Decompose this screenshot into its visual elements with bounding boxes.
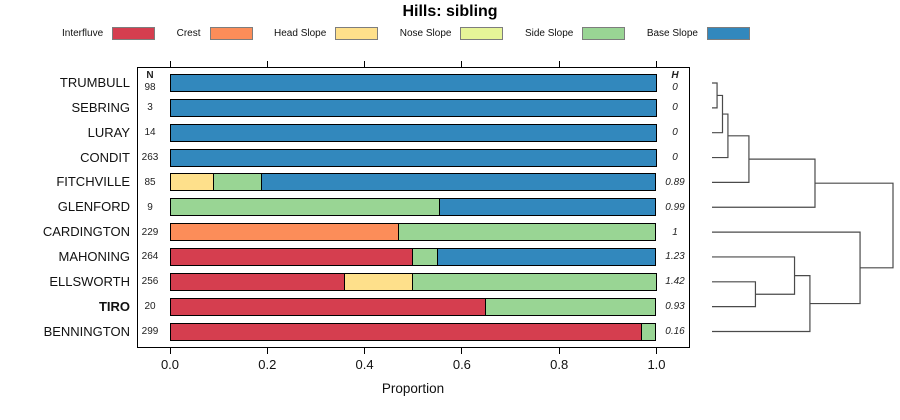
- axis-tick-bottom: [266, 347, 268, 354]
- row-h-value: 0: [672, 127, 678, 139]
- legend-item: Side Slope: [524, 26, 626, 40]
- row-h-value: 1: [672, 226, 678, 238]
- legend-item-label: Nose Slope: [399, 27, 452, 39]
- axis-tick-top: [364, 60, 366, 67]
- legend-item: Head Slope: [274, 26, 379, 40]
- bar-segment: [397, 223, 657, 242]
- legend-item-label: Crest: [176, 27, 201, 39]
- bar-segment: [436, 247, 657, 266]
- row-label: MAHONING: [58, 248, 131, 264]
- bar-segment: [412, 272, 657, 291]
- dendrogram-branch: [712, 135, 750, 183]
- axis-tick-top: [656, 60, 657, 67]
- row-n-value: 263: [141, 152, 159, 164]
- axis-tick-bottom: [558, 347, 560, 354]
- row-label: TIRO: [98, 298, 130, 314]
- row-h-value: 0.89: [665, 176, 685, 188]
- row-n-value: 98: [144, 82, 156, 93]
- row-h-value: 0: [672, 152, 678, 164]
- legend-color-swatch: [112, 26, 156, 40]
- dendrogram-branch: [712, 231, 861, 305]
- axis-tick-label: 1.0: [647, 357, 666, 372]
- axis-tick-label: 0.0: [160, 357, 180, 372]
- bar-segment: [170, 74, 657, 92]
- row-n-value: 229: [141, 226, 159, 238]
- dendrogram-branch: [712, 281, 757, 308]
- legend-item-label: Head Slope: [274, 27, 327, 39]
- row-n-value: 264: [141, 251, 159, 263]
- legend: Interfluve Crest Head Slope Nose Slope Side …: [62, 25, 750, 41]
- row-h-value: 1.42: [665, 276, 685, 288]
- legend-item-label: Base Slope: [646, 27, 698, 39]
- legend-item: Base Slope: [646, 26, 750, 40]
- legend-item: Crest: [176, 26, 253, 40]
- axis-tick-bottom: [656, 347, 657, 354]
- dendrogram-branch: [712, 82, 718, 109]
- legend-color-swatch: [209, 26, 253, 40]
- axis-tick-top: [558, 60, 560, 67]
- h-column-header: H: [671, 70, 679, 81]
- legend-item: Nose Slope: [399, 26, 504, 40]
- legend-color-swatch: [706, 26, 750, 40]
- axis-tick-label: 0.2: [258, 357, 277, 372]
- row-label: TRUMBULL: [59, 75, 130, 90]
- row-n-value: 85: [144, 176, 156, 188]
- axis-tick-label: 0.4: [355, 357, 374, 372]
- chart-title: Hills: sibling: [402, 3, 498, 20]
- axis-tick-top: [461, 60, 463, 67]
- row-h-value: 0.99: [665, 201, 685, 213]
- axis-tick-bottom: [364, 347, 366, 354]
- bar-segment: [485, 297, 657, 316]
- axis-tick-bottom: [461, 347, 463, 354]
- row-label: CARDINGTON: [42, 224, 130, 240]
- row-h-value: 1.23: [665, 251, 685, 263]
- row-h-value: 0.93: [665, 301, 685, 313]
- legend-color-swatch: [460, 26, 504, 40]
- row-n-value: 3: [147, 102, 153, 114]
- axis-tick-bottom: [169, 347, 171, 354]
- dendrogram-branch: [712, 158, 816, 208]
- bar-segment: [170, 148, 657, 167]
- row-label: FITCHVILLE: [56, 174, 130, 190]
- row-n-value: 299: [141, 326, 159, 337]
- bar-segment: [261, 173, 657, 192]
- row-label: LURAY: [87, 124, 130, 140]
- row-h-value: 0.16: [665, 326, 685, 337]
- row-n-value: 256: [141, 276, 159, 288]
- row-n-value: 20: [144, 301, 156, 313]
- row-label: SEBRING: [71, 99, 130, 115]
- row-label: ELLSWORTH: [49, 273, 130, 289]
- row-n-value: 9: [147, 201, 153, 213]
- dendrogram-branch: [712, 256, 796, 295]
- row-label: BENNINGTON: [43, 323, 130, 339]
- legend-item: Interfluve: [62, 26, 156, 40]
- row-label: CONDIT: [80, 149, 130, 165]
- bar-segment: [439, 198, 657, 217]
- dendrogram-branch: [712, 274, 811, 333]
- row-n-value: 14: [144, 127, 156, 139]
- legend-item-label: Interfluve: [62, 27, 104, 39]
- row-h-value: 0: [672, 102, 678, 114]
- axis-tick-top: [169, 60, 171, 67]
- axis-tick-label: 0.6: [452, 357, 471, 372]
- x-axis-title: Proportion: [381, 381, 445, 396]
- n-column-header: N: [146, 70, 154, 81]
- dendrogram-branch: [712, 113, 729, 159]
- legend-item-label: Side Slope: [524, 27, 574, 39]
- bar-segment: [170, 123, 657, 142]
- bar-segment: [170, 98, 657, 117]
- axis-tick-top: [266, 60, 268, 67]
- dendrogram-branch: [814, 182, 894, 269]
- legend-color-swatch: [582, 26, 626, 40]
- row-label: GLENFORD: [57, 199, 130, 215]
- axis-tick-label: 0.8: [550, 357, 569, 372]
- row-h-value: 0: [672, 82, 678, 93]
- legend-color-swatch: [335, 26, 379, 40]
- bar-segment: [640, 322, 657, 341]
